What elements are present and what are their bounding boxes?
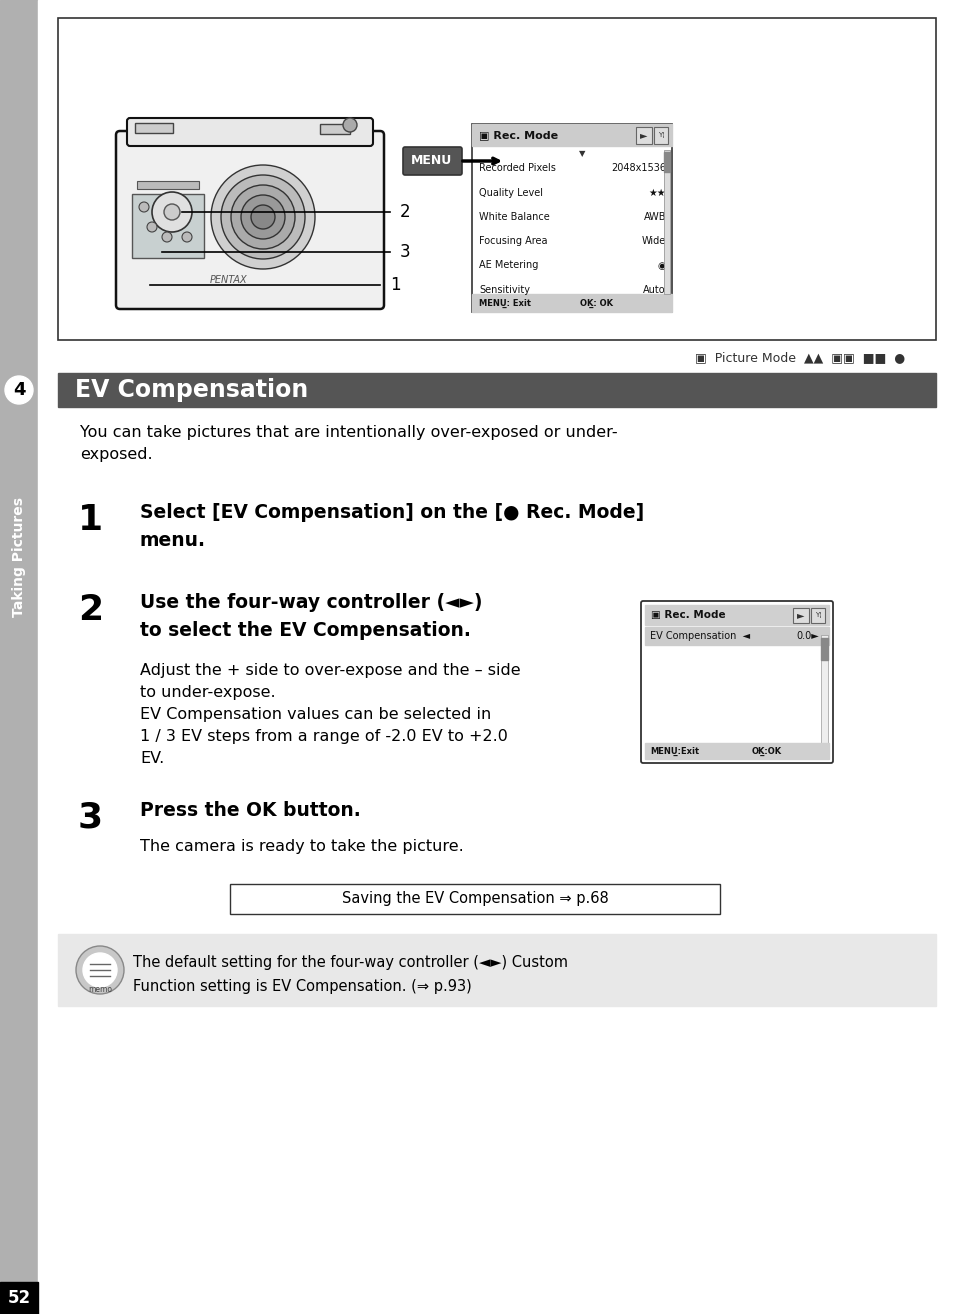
- Text: 2: 2: [78, 593, 103, 627]
- Text: ▣  Picture Mode  ▲▲  ▣▣  ■■  ●: ▣ Picture Mode ▲▲ ▣▣ ■■ ●: [694, 352, 904, 364]
- Text: ◉: ◉: [657, 260, 665, 271]
- Bar: [810, 608, 824, 623]
- Bar: [132, 194, 204, 258]
- Text: 1 / 3 EV steps from a range of -2.0 EV to +2.0: 1 / 3 EV steps from a range of -2.0 EV t…: [140, 729, 507, 744]
- Circle shape: [152, 192, 192, 233]
- Circle shape: [231, 185, 294, 248]
- Text: ▣ Rec. Mode: ▣ Rec. Mode: [478, 130, 558, 141]
- Text: White Balance: White Balance: [478, 212, 549, 222]
- Text: to under-expose.: to under-expose.: [140, 685, 275, 700]
- Bar: [230, 884, 720, 915]
- Text: 2048x1536: 2048x1536: [610, 163, 665, 173]
- Text: MENU̲:Exit: MENU̲:Exit: [649, 746, 699, 756]
- Text: Function setting is EV Compensation. (⇒ p.93): Function setting is EV Compensation. (⇒ …: [132, 979, 471, 993]
- Text: You can take pictures that are intentionally over-exposed or under-
exposed.: You can take pictures that are intention…: [80, 424, 617, 461]
- Circle shape: [241, 194, 285, 239]
- Text: Auto: Auto: [642, 285, 665, 294]
- Circle shape: [139, 202, 149, 212]
- Text: Select [EV Compensation] on the [● Rec. Mode]: Select [EV Compensation] on the [● Rec. …: [140, 503, 643, 522]
- Text: Focusing Area: Focusing Area: [478, 237, 547, 246]
- Text: EV Compensation values can be selected in: EV Compensation values can be selected i…: [140, 707, 491, 721]
- FancyBboxPatch shape: [127, 118, 373, 146]
- Text: MENU: MENU: [411, 155, 452, 167]
- Circle shape: [211, 166, 314, 269]
- Circle shape: [162, 233, 172, 242]
- Circle shape: [182, 233, 192, 242]
- Text: AWB: AWB: [643, 212, 665, 222]
- Bar: [0, 0, 38, 1314]
- Text: ▣ Rec. Mode: ▣ Rec. Mode: [650, 610, 725, 620]
- Circle shape: [164, 204, 180, 219]
- Text: EV Compensation  ◄: EV Compensation ◄: [649, 631, 749, 641]
- Text: OK̲: OK: OK̲: OK: [579, 298, 613, 307]
- Circle shape: [343, 118, 356, 131]
- Bar: [137, 181, 199, 189]
- Bar: [663, 152, 669, 172]
- Text: 52: 52: [8, 1289, 30, 1307]
- Bar: [319, 124, 350, 134]
- Bar: [58, 373, 935, 407]
- Bar: [472, 294, 671, 311]
- Text: Press the OK button.: Press the OK button.: [140, 802, 360, 820]
- Text: Y¦: Y¦: [814, 612, 821, 618]
- Text: EV.: EV.: [140, 752, 164, 766]
- FancyBboxPatch shape: [116, 131, 384, 309]
- Bar: [821, 639, 827, 660]
- Text: Wide: Wide: [641, 237, 665, 246]
- Text: ►: ►: [639, 130, 647, 141]
- Text: to select the EV Compensation.: to select the EV Compensation.: [140, 622, 471, 640]
- Circle shape: [147, 222, 157, 233]
- Bar: [644, 742, 828, 759]
- Text: ►: ►: [797, 610, 804, 620]
- Circle shape: [83, 953, 117, 987]
- Bar: [644, 604, 828, 625]
- Text: Use the four-way controller (◄►): Use the four-way controller (◄►): [140, 593, 482, 612]
- Text: Y¦: Y¦: [657, 131, 663, 138]
- Text: 0.0►: 0.0►: [796, 631, 818, 641]
- Text: ▼: ▼: [578, 148, 584, 158]
- Bar: [821, 635, 827, 742]
- Text: The camera is ready to take the picture.: The camera is ready to take the picture.: [140, 840, 463, 854]
- Text: Taking Pictures: Taking Pictures: [12, 497, 26, 618]
- Text: 2: 2: [399, 202, 410, 221]
- Bar: [644, 627, 828, 645]
- Bar: [636, 127, 651, 145]
- Text: Recorded Pixels: Recorded Pixels: [478, 163, 556, 173]
- Circle shape: [221, 175, 305, 259]
- Bar: [654, 127, 667, 145]
- Text: Quality Level: Quality Level: [478, 188, 542, 197]
- Circle shape: [76, 946, 124, 993]
- Bar: [472, 124, 671, 146]
- Bar: [472, 124, 671, 311]
- Text: menu.: menu.: [140, 531, 206, 551]
- Circle shape: [5, 376, 33, 403]
- Text: Sensitivity: Sensitivity: [478, 285, 530, 294]
- Text: MENU̲: Exit: MENU̲: Exit: [478, 298, 531, 307]
- Bar: [792, 608, 808, 623]
- Text: OK̲:OK: OK̲:OK: [751, 746, 781, 756]
- Bar: [0, 1282, 38, 1314]
- FancyBboxPatch shape: [402, 147, 461, 175]
- Text: EV Compensation: EV Compensation: [75, 378, 308, 402]
- Bar: [58, 934, 935, 1007]
- Bar: [58, 18, 935, 340]
- Text: 4: 4: [12, 381, 25, 399]
- Text: ★★: ★★: [648, 188, 665, 197]
- Text: PENTAX: PENTAX: [210, 275, 248, 285]
- FancyBboxPatch shape: [640, 600, 832, 763]
- Text: memo: memo: [88, 984, 112, 993]
- Text: 3: 3: [78, 802, 103, 834]
- Text: The default setting for the four-way controller (◄►) Custom: The default setting for the four-way con…: [132, 954, 567, 970]
- Bar: [135, 124, 172, 133]
- Text: AE Metering: AE Metering: [478, 260, 537, 271]
- Text: Saving the EV Compensation ⇒ p.68: Saving the EV Compensation ⇒ p.68: [341, 891, 608, 907]
- Circle shape: [251, 205, 274, 229]
- Text: 3: 3: [399, 243, 410, 261]
- Text: Adjust the + side to over-expose and the – side: Adjust the + side to over-expose and the…: [140, 664, 520, 678]
- Text: 1: 1: [390, 276, 400, 294]
- Text: 1: 1: [78, 503, 103, 537]
- Bar: [663, 150, 669, 294]
